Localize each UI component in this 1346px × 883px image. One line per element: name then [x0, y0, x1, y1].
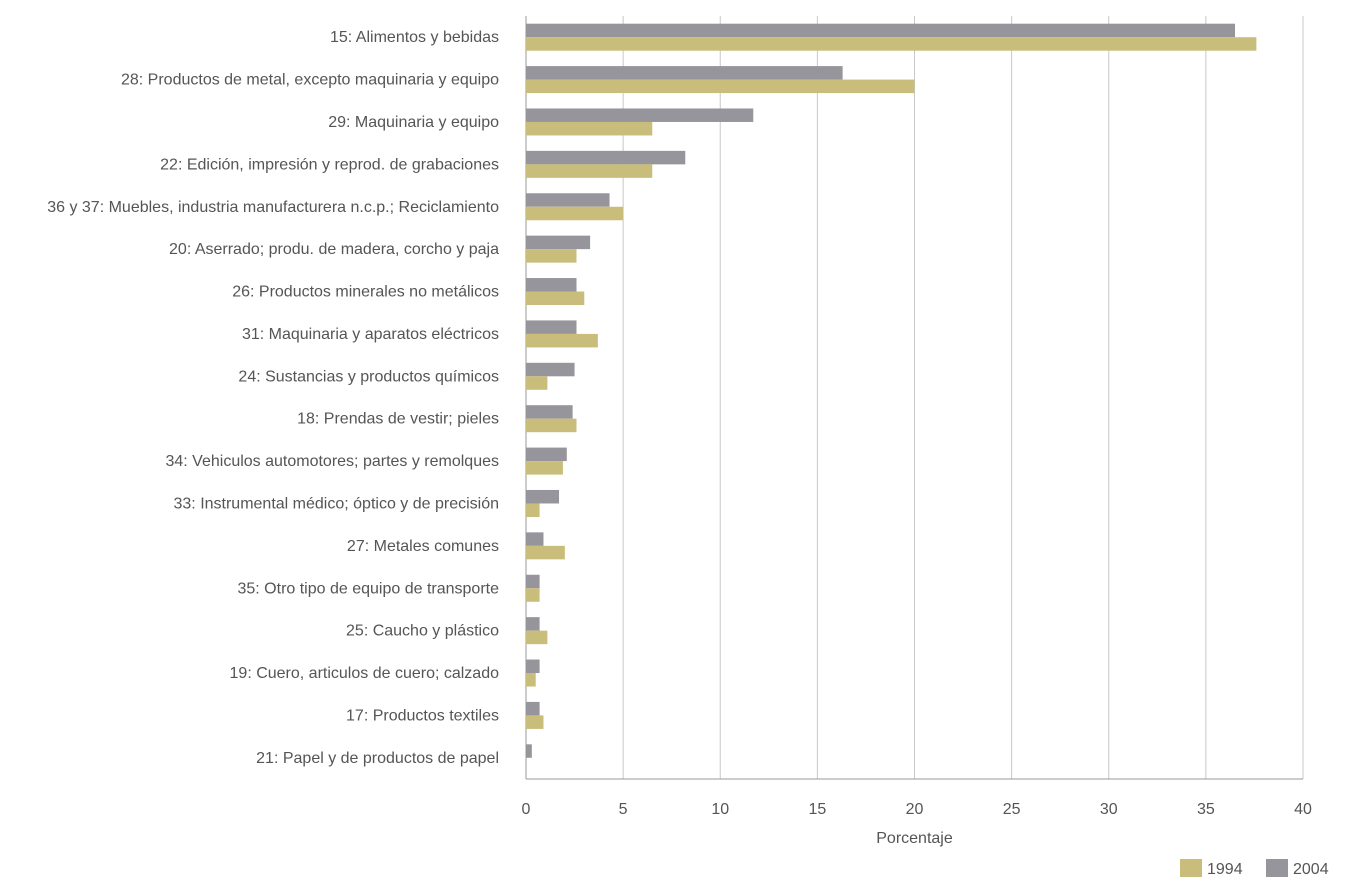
category-label: 25: Caucho y plástico: [346, 623, 499, 640]
bar-2004-10: [526, 447, 567, 462]
bar-1994-5: [526, 249, 577, 263]
legend: 1994 2004: [1180, 859, 1329, 878]
x-tick-label: 15: [808, 801, 826, 818]
bar-2004-13: [526, 574, 540, 589]
bar-2004-11: [526, 489, 560, 504]
bar-1994-3: [526, 164, 653, 178]
category-label: 27: Metales comunes: [347, 538, 499, 555]
bar-2004-14: [526, 617, 540, 631]
bar-2004-9: [526, 405, 573, 419]
category-label: 21: Papel y de productos de papel: [256, 750, 499, 767]
bar-1994-6: [526, 291, 585, 306]
category-label: 18: Prendas de vestir; pieles: [297, 411, 499, 428]
x-tick-label: 5: [619, 801, 628, 818]
bar-1994-15: [526, 673, 536, 687]
bar-1994-9: [526, 418, 577, 433]
bar-1994-7: [526, 333, 598, 348]
bar-1994-4: [526, 206, 624, 221]
x-tick-label: 35: [1197, 801, 1215, 818]
bar-2004-17: [526, 744, 532, 758]
x-tick-label: 25: [1003, 801, 1021, 818]
category-label: 22: Edición, impresión y reprod. de grab…: [160, 156, 499, 173]
x-tick-label: 0: [522, 801, 531, 818]
category-label: 34: Vehiculos automotores; partes y remo…: [165, 453, 499, 470]
category-label: 17: Productos textiles: [346, 707, 499, 724]
bar-1994-11: [526, 503, 540, 517]
bar-1994-1: [526, 79, 915, 94]
bar-2004-7: [526, 320, 577, 334]
x-tick-labels: 0 5 10 15 20 25 30 35 40: [522, 801, 1312, 818]
x-axis-title: Porcentaje: [876, 830, 953, 847]
category-label: 33: Instrumental médico; óptico y de pre…: [174, 495, 500, 512]
bar-2004-3: [526, 150, 686, 165]
category-label: 31: Maquinaria y aparatos eléctricos: [242, 326, 499, 343]
bar-2004-4: [526, 193, 610, 207]
category-label: 20: Aserrado; produ. de madera, corcho y…: [169, 241, 499, 258]
x-tick-label: 30: [1100, 801, 1118, 818]
bar-1994-0: [526, 37, 1257, 51]
bar-2004-15: [526, 659, 540, 674]
grid-layer: [525, 16, 1304, 780]
category-label: 36 y 37: Muebles, industria manufacturer…: [47, 199, 499, 216]
category-label: 15: Alimentos y bebidas: [330, 29, 499, 46]
category-label: 35: Otro tipo de equipo de transporte: [237, 580, 499, 597]
category-label: 19: Cuero, articulos de cuero; calzado: [230, 665, 500, 682]
bar-2004-16: [526, 701, 540, 716]
bar-2004-8: [526, 362, 575, 377]
bar-1994-2: [526, 121, 653, 136]
legend-label-1994: 1994: [1207, 861, 1243, 878]
bar-2004-6: [526, 278, 577, 292]
bar-1994-8: [526, 376, 548, 390]
bar-1994-14: [526, 630, 548, 645]
bar-1994-13: [526, 588, 540, 602]
category-labels: 15: Alimentos y bebidas 28: Productos de …: [47, 29, 499, 767]
category-label: 26: Productos minerales no metálicos: [232, 284, 499, 301]
bar-1994-10: [526, 461, 563, 475]
category-label: 24: Sustancias y productos químicos: [238, 368, 499, 385]
bar-2004-5: [526, 235, 591, 250]
bar-2004-0: [526, 23, 1236, 38]
legend-swatch-2004: [1266, 859, 1288, 877]
bar-2004-2: [526, 108, 754, 122]
legend-swatch-1994: [1180, 859, 1202, 877]
category-label: 28: Productos de metal, excepto maquinar…: [121, 72, 499, 89]
x-tick-label: 20: [906, 801, 924, 818]
bar-1994-12: [526, 545, 565, 560]
bars-layer: [526, 23, 1257, 758]
category-label: 29: Maquinaria y equipo: [328, 114, 499, 131]
legend-label-2004: 2004: [1293, 861, 1329, 878]
x-tick-label: 40: [1294, 801, 1312, 818]
x-tick-label: 10: [711, 801, 729, 818]
bar-2004-1: [526, 66, 843, 80]
bar-1994-16: [526, 715, 544, 729]
bar-2004-12: [526, 532, 544, 546]
